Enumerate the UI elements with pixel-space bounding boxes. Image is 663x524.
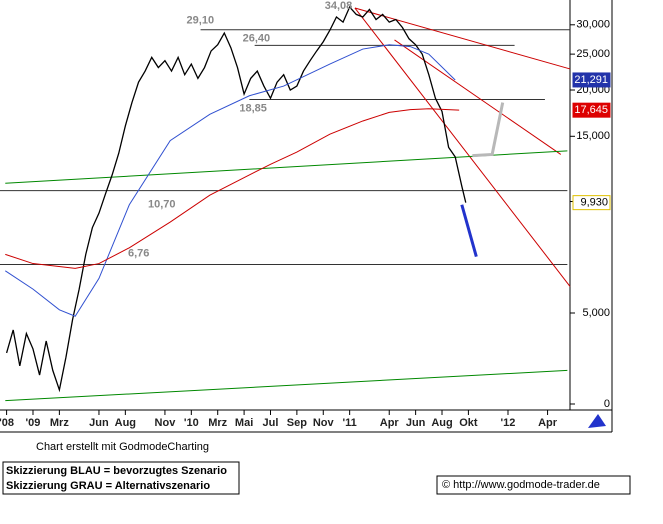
series-line <box>5 44 456 317</box>
last-value-label: 21,291 <box>574 74 608 86</box>
x-tick-label: Mrz <box>50 417 69 429</box>
level-label: 10,70 <box>148 199 176 211</box>
x-tick-label: Sep <box>287 417 307 429</box>
legend-text: Skizzierung GRAU = Alternativszenario <box>6 480 210 492</box>
last-value-label: 9,930 <box>580 197 608 209</box>
y-tick-label: 30,000 <box>576 19 610 31</box>
trend-line <box>5 369 568 402</box>
series-line <box>5 5 467 393</box>
logo-icon <box>588 414 606 428</box>
level-label: 29,10 <box>187 15 215 27</box>
annotation: 34,08 <box>325 0 353 12</box>
trend-line <box>354 7 571 287</box>
x-tick-label: '10 <box>184 417 199 429</box>
x-tick-label: Okt <box>459 417 478 429</box>
x-tick-label: Apr <box>538 417 558 429</box>
last-value-box <box>572 102 611 118</box>
x-tick-label: '11 <box>343 417 357 429</box>
series-line <box>5 108 460 269</box>
level-label: 6,76 <box>128 247 149 259</box>
legend-text: Skizzierung BLAU = bevorzugtes Szenario <box>6 465 227 477</box>
x-tick-label: Jun <box>89 417 109 429</box>
credit: Chart erstellt mit GodmodeCharting <box>36 441 209 453</box>
y-tick-label: 25,000 <box>576 48 610 60</box>
scenario-line <box>472 102 505 158</box>
x-tick-label: Jul <box>263 417 279 429</box>
trend-line <box>394 39 562 155</box>
last-value-box <box>572 72 611 88</box>
x-tick-label: Aug <box>431 417 452 429</box>
x-tick-label: Mai <box>235 417 253 429</box>
x-tick-label: Mrz <box>208 417 227 429</box>
trend-line <box>354 7 571 70</box>
source: © http://www.godmode-trader.de <box>442 479 600 491</box>
x-tick-label: Nov <box>155 417 177 429</box>
x-tick-label: Apr <box>380 417 400 429</box>
x-tick-label: Aug <box>115 417 136 429</box>
y-tick-label: 0 <box>604 398 610 410</box>
source-box <box>436 475 631 495</box>
x-tick-label: '12 <box>501 417 516 429</box>
x-tick-label: '09 <box>26 417 41 429</box>
y-tick-label: 15,000 <box>576 130 610 142</box>
last-value-label: 17,645 <box>574 104 608 116</box>
x-tick-label: '08 <box>0 417 14 429</box>
last-value-box <box>572 195 611 211</box>
x-tick-label: Jun <box>406 417 426 429</box>
legend-box <box>2 461 240 495</box>
x-tick-label: Nov <box>313 417 335 429</box>
level-label: 26,40 <box>243 32 271 44</box>
scenario-line <box>460 204 478 258</box>
y-tick-label: 5,000 <box>582 307 610 319</box>
level-label: 18,85 <box>239 102 267 114</box>
logo <box>588 414 606 428</box>
